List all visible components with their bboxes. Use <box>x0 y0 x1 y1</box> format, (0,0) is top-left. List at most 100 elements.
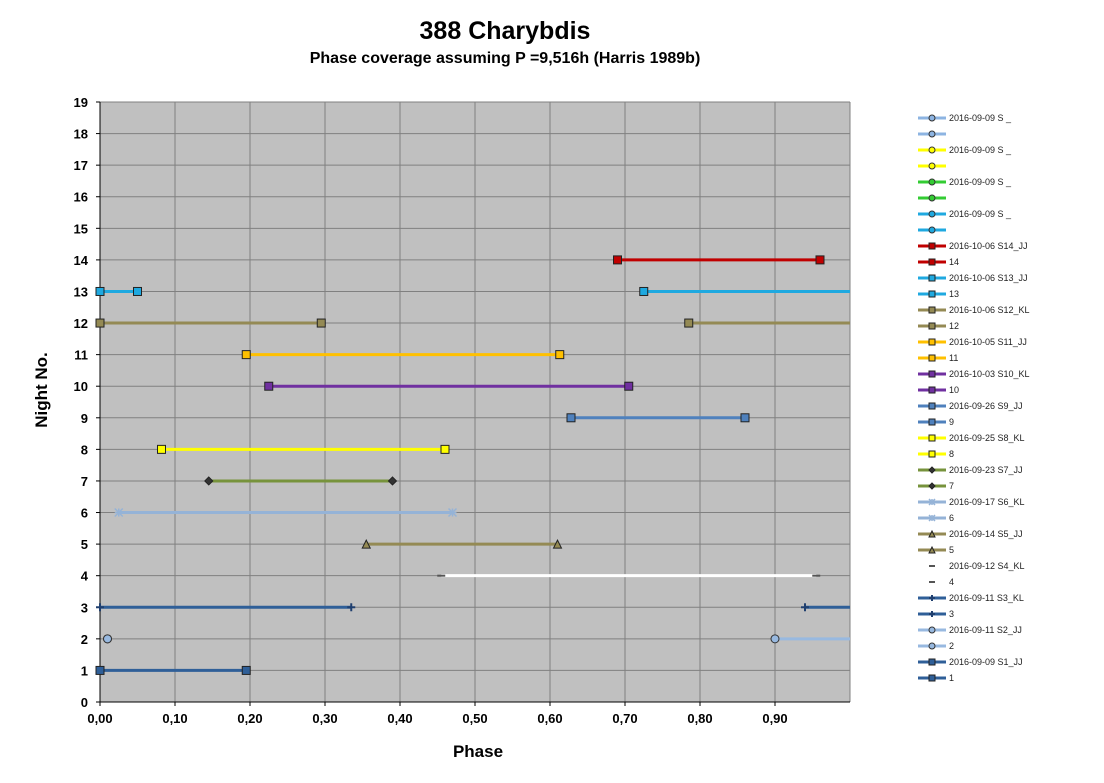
legend-entry: 2016-09-14 S5_JJ <box>918 529 1023 539</box>
y-tick-label: 18 <box>74 127 88 142</box>
data-marker <box>928 386 936 394</box>
data-marker <box>387 476 398 486</box>
legend-entry: 12 <box>918 321 959 331</box>
series-night-8 <box>157 444 450 454</box>
data-marker <box>361 538 372 549</box>
data-marker <box>928 498 936 506</box>
legend-label: 2016-09-09 S1_JJ <box>949 657 1023 667</box>
legend-label: 2016-09-11 S2_JJ <box>949 625 1022 635</box>
data-marker <box>928 529 936 538</box>
data-marker <box>316 318 326 328</box>
legend-label: 7 <box>949 481 954 491</box>
data-marker <box>928 210 936 218</box>
x-tick-label: 0,10 <box>162 711 187 726</box>
legend-entry: 2016-10-05 S11_JJ <box>918 337 1027 347</box>
data-marker <box>740 413 750 423</box>
data-marker <box>928 322 936 330</box>
x-tick-label: 0,00 <box>87 711 112 726</box>
legend-entry: 2016-10-03 S10_KL <box>918 369 1030 379</box>
legend-label: 2016-09-12 S4_KL <box>949 561 1025 571</box>
legend-entry: 2 <box>918 641 954 651</box>
y-tick-label: 9 <box>81 411 88 426</box>
data-marker <box>928 674 936 682</box>
data-marker <box>613 255 622 265</box>
y-tick-label: 11 <box>74 348 88 363</box>
data-marker <box>95 286 105 296</box>
legend-entry: 2016-09-11 S3_KL <box>918 593 1024 603</box>
legend-entry: 2016-09-09 S _ <box>918 209 1012 219</box>
legend-entry: 2016-09-25 S8_KL <box>918 433 1025 443</box>
y-tick-label: 3 <box>81 600 88 615</box>
y-tick-label: 10 <box>74 379 88 394</box>
legend-label: 2016-10-06 S13_JJ <box>949 273 1028 283</box>
legend-entry: 5 <box>918 545 954 555</box>
data-marker <box>928 338 936 346</box>
x-tick-label: 0,90 <box>762 711 787 726</box>
legend-label: 2016-10-06 S14_JJ <box>949 241 1028 251</box>
x-tick-label: 0,30 <box>312 711 337 726</box>
y-tick-label: 16 <box>74 190 88 205</box>
data-marker <box>928 642 936 650</box>
legend-entry: 2016-09-09 S _ <box>918 177 1012 187</box>
legend-entry: 4 <box>918 577 954 587</box>
data-marker <box>928 130 936 138</box>
legend-label: 2016-09-09 S _ <box>949 145 1012 155</box>
data-marker <box>95 318 105 328</box>
legend-entry <box>918 162 946 170</box>
series-night-6 <box>114 507 458 518</box>
series-night-3 <box>96 603 850 612</box>
legend-label: 2016-09-26 S9_JJ <box>949 401 1023 411</box>
legend-label: 13 <box>949 289 959 299</box>
data-marker <box>928 242 936 250</box>
series-night-7 <box>204 476 398 486</box>
data-marker <box>264 381 274 391</box>
x-tick-label: 0,50 <box>462 711 487 726</box>
legend-entry: 2016-09-26 S9_JJ <box>918 401 1023 411</box>
legend-entry: 3 <box>918 609 954 619</box>
data-marker <box>928 162 936 170</box>
legend-entry: 2016-09-09 S _ <box>918 145 1012 155</box>
series-night-2 <box>103 634 850 644</box>
legend-label: 3 <box>949 609 954 619</box>
y-tick-label: 19 <box>74 95 88 110</box>
legend-entry: 14 <box>918 257 959 267</box>
data-marker <box>928 258 936 266</box>
legend-label: 5 <box>949 545 954 555</box>
legend-label: 14 <box>949 257 959 267</box>
data-marker <box>555 350 565 360</box>
legend-entry: 1 <box>918 673 954 683</box>
legend-label: 6 <box>949 513 954 523</box>
data-marker <box>552 538 563 549</box>
data-marker <box>770 634 780 644</box>
legend-entry: 10 <box>918 385 959 395</box>
legend-label: 2 <box>949 641 954 651</box>
series-night-11 <box>241 350 565 360</box>
data-marker <box>815 255 825 265</box>
legend-entry: 13 <box>918 289 959 299</box>
data-marker <box>928 482 936 490</box>
axes: 0,00 0,10 0,20 0,30 0,40 0,50 0,60 0,70 0,80 0,90… <box>74 95 850 726</box>
data-marker <box>95 665 105 675</box>
legend-label: 2016-10-06 S12_KL <box>949 305 1030 315</box>
legend: 2016-09-09 S _ 2016-09-09 S _ 2016-09-09 S… <box>918 113 1030 683</box>
legend-entry: 2016-10-06 S12_KL <box>918 305 1030 315</box>
x-tick-label: 0,20 <box>237 711 262 726</box>
legend-entry: 2016-10-06 S13_JJ <box>918 273 1028 283</box>
legend-label: 2016-09-09 S _ <box>949 209 1012 219</box>
x-tick-label: 0,70 <box>612 711 637 726</box>
data-marker <box>928 226 936 234</box>
legend-entry: 2016-09-17 S6_KL <box>918 497 1025 507</box>
legend-label: 9 <box>949 417 954 427</box>
data-marker <box>928 194 936 202</box>
data-marker <box>928 146 936 154</box>
legend-label: 4 <box>949 577 954 587</box>
legend-entry: 7 <box>918 481 954 491</box>
legend-entry: 6 <box>918 513 954 523</box>
y-tick-label: 4 <box>81 569 89 584</box>
chart-subtitle: Phase coverage assuming P =9,516h (Harri… <box>309 50 701 67</box>
data-marker <box>928 274 936 282</box>
data-marker <box>928 178 936 186</box>
series-night-1 <box>95 665 251 675</box>
x-tick-label: 0,80 <box>687 711 712 726</box>
data-marker <box>241 350 251 360</box>
